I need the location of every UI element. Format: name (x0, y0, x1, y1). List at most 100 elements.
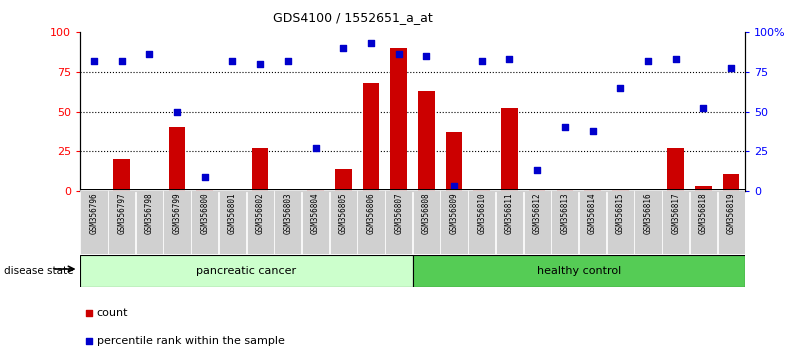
Bar (584, 190, 601, 191)
Bar (308, 190, 324, 191)
Text: GSM356797: GSM356797 (117, 193, 126, 234)
Point (642, 58, 654, 63)
Point (485, 201, 497, 206)
Text: disease state: disease state (4, 266, 74, 276)
Point (199, 174, 211, 180)
Point (531, 167, 544, 173)
Text: GSM356804: GSM356804 (311, 193, 320, 234)
Text: GSM356802: GSM356802 (256, 193, 264, 234)
Point (503, 56, 516, 62)
Text: GSM356813: GSM356813 (561, 193, 570, 234)
Bar (335, 169, 352, 191)
Bar (363, 83, 379, 191)
Text: percentile rank within the sample: percentile rank within the sample (97, 336, 284, 346)
Point (281, 58, 294, 63)
FancyBboxPatch shape (191, 190, 219, 254)
Text: GSM356800: GSM356800 (200, 193, 209, 234)
Point (475, 58, 488, 63)
FancyBboxPatch shape (413, 255, 745, 287)
Text: GSM356806: GSM356806 (367, 193, 376, 234)
Bar (114, 159, 130, 191)
FancyBboxPatch shape (274, 190, 301, 254)
FancyBboxPatch shape (80, 255, 413, 287)
Text: GSM356812: GSM356812 (533, 193, 541, 234)
Text: GSM356816: GSM356816 (643, 193, 653, 234)
FancyBboxPatch shape (219, 190, 246, 254)
Text: GSM356799: GSM356799 (172, 193, 182, 234)
FancyBboxPatch shape (469, 190, 495, 254)
Bar (667, 148, 684, 191)
Bar (557, 190, 574, 191)
Text: GDS4100 / 1552651_a_at: GDS4100 / 1552651_a_at (272, 11, 433, 24)
Text: GSM356805: GSM356805 (339, 193, 348, 234)
Text: GSM356817: GSM356817 (671, 193, 680, 234)
Point (115, 58, 128, 63)
Point (364, 40, 377, 46)
Text: GSM356796: GSM356796 (90, 193, 99, 234)
Text: GSM356815: GSM356815 (616, 193, 625, 234)
FancyBboxPatch shape (80, 190, 107, 254)
Bar (169, 127, 185, 191)
Bar (252, 148, 268, 191)
Point (337, 45, 350, 51)
Text: GSM356814: GSM356814 (588, 193, 597, 234)
Point (254, 61, 267, 67)
FancyBboxPatch shape (551, 190, 578, 254)
Bar (473, 190, 490, 191)
Point (614, 85, 626, 91)
Point (171, 109, 183, 114)
Bar (612, 190, 629, 191)
Text: GSM356807: GSM356807 (394, 193, 403, 234)
Bar (529, 190, 545, 191)
Bar (723, 174, 739, 191)
FancyBboxPatch shape (579, 190, 606, 254)
Bar (390, 48, 407, 191)
Text: GSM356809: GSM356809 (449, 193, 458, 234)
Text: GSM356818: GSM356818 (699, 193, 708, 234)
Point (392, 51, 405, 57)
Point (586, 128, 599, 133)
FancyBboxPatch shape (136, 190, 163, 254)
Point (725, 66, 738, 72)
FancyBboxPatch shape (690, 190, 717, 254)
Bar (418, 91, 435, 191)
Point (87, 58, 100, 63)
Text: GSM356808: GSM356808 (422, 193, 431, 234)
Point (226, 58, 239, 63)
FancyBboxPatch shape (330, 190, 356, 254)
Text: GSM356798: GSM356798 (145, 193, 154, 234)
FancyBboxPatch shape (357, 190, 384, 254)
Point (670, 56, 682, 62)
Bar (445, 132, 462, 191)
Point (697, 105, 710, 111)
Bar (196, 190, 213, 191)
FancyBboxPatch shape (441, 190, 468, 254)
Text: GSM356801: GSM356801 (228, 193, 237, 234)
FancyBboxPatch shape (634, 190, 662, 254)
Bar (695, 186, 711, 191)
Bar (501, 108, 517, 191)
FancyBboxPatch shape (413, 190, 440, 254)
FancyBboxPatch shape (496, 190, 523, 254)
FancyBboxPatch shape (247, 190, 274, 254)
FancyBboxPatch shape (662, 190, 689, 254)
FancyBboxPatch shape (108, 190, 135, 254)
Text: pancreatic cancer: pancreatic cancer (196, 266, 296, 276)
Point (448, 183, 461, 189)
FancyBboxPatch shape (163, 190, 191, 254)
Text: GSM356811: GSM356811 (505, 193, 514, 234)
FancyBboxPatch shape (302, 190, 329, 254)
Text: healthy control: healthy control (537, 266, 621, 276)
Point (558, 125, 571, 130)
Text: count: count (97, 308, 128, 318)
Point (309, 145, 322, 151)
FancyBboxPatch shape (606, 190, 634, 254)
Text: GSM356819: GSM356819 (727, 193, 735, 234)
FancyBboxPatch shape (524, 190, 551, 254)
FancyBboxPatch shape (385, 190, 413, 254)
Point (420, 53, 433, 58)
Text: GSM356810: GSM356810 (477, 193, 486, 234)
FancyBboxPatch shape (718, 190, 745, 254)
Point (143, 51, 155, 57)
Text: GSM356803: GSM356803 (284, 193, 292, 234)
